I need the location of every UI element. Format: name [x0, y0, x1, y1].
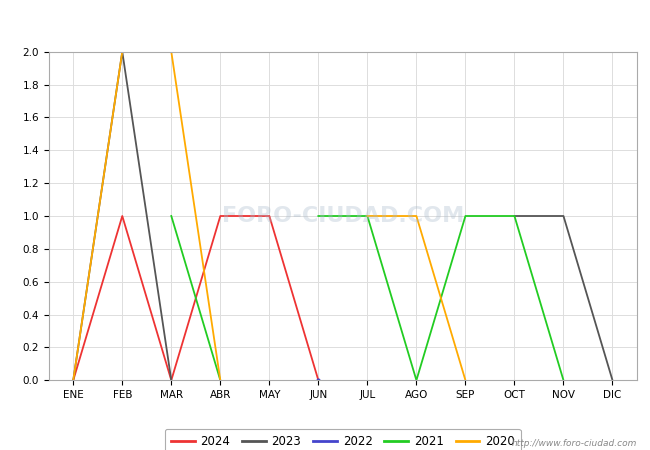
Text: FORO-CIUDAD.COM: FORO-CIUDAD.COM [222, 206, 464, 226]
Text: http://www.foro-ciudad.com: http://www.foro-ciudad.com [512, 439, 637, 448]
Text: Matriculaciones de Vehiculos en Bercial de Zapardiel: Matriculaciones de Vehiculos en Bercial … [112, 12, 538, 27]
Legend: 2024, 2023, 2022, 2021, 2020: 2024, 2023, 2022, 2021, 2020 [165, 429, 521, 450]
